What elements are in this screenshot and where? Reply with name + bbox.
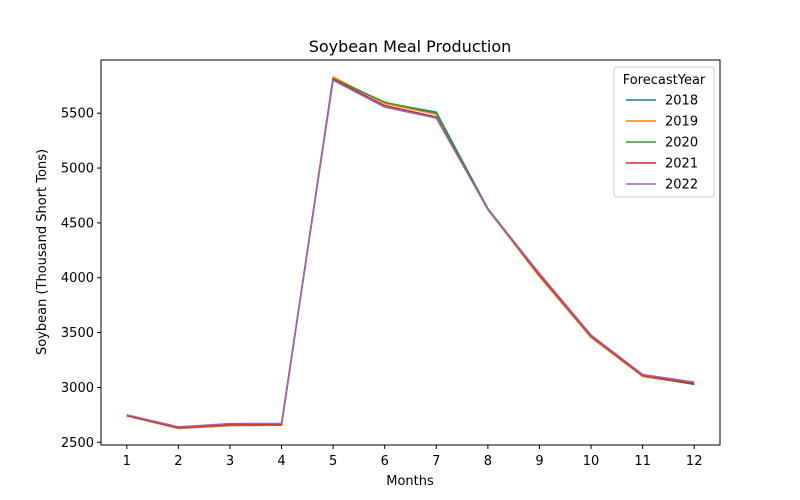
legend: ForecastYear 2018 2019 2020 2021 2022 [613,66,715,198]
x-tick-label: 5 [329,454,337,469]
series-line-2020 [126,77,695,428]
series-line-2018 [126,77,695,429]
x-axis: 1 2 3 4 5 6 7 8 9 10 11 12 [123,445,703,469]
x-tick-label: 12 [686,454,703,469]
y-tick-label: 4500 [61,216,94,231]
y-tick-label: 3000 [61,381,94,396]
x-tick-label: 6 [381,454,389,469]
x-tick-label: 3 [226,454,234,469]
x-tick-label: 4 [277,454,285,469]
x-tick-label: 9 [535,454,543,469]
legend-label-2018: 2018 [665,94,698,109]
plot-area [126,76,695,430]
y-tick-label: 4000 [61,271,94,286]
x-tick-label: 10 [583,454,600,469]
y-tick-label: 2500 [61,436,94,451]
plot-frame [100,59,721,446]
y-axis-label: Soybean (Thousand Short Tons) [35,149,50,355]
legend-label-2019: 2019 [665,115,698,130]
series-line-2022 [126,79,695,428]
series-line-2019 [126,76,695,430]
y-tick-label: 3500 [61,326,94,341]
x-tick-label: 7 [432,454,440,469]
y-axis: 2500 3000 3500 4000 4500 5000 5500 [61,107,101,451]
x-tick-label: 1 [123,454,131,469]
legend-label-2022: 2022 [665,178,698,193]
x-axis-label: Months [386,474,434,489]
series-line-2021 [126,78,695,429]
y-tick-label: 5500 [61,107,94,122]
x-tick-label: 2 [174,454,182,469]
legend-label-2021: 2021 [665,157,698,172]
x-tick-label: 8 [484,454,492,469]
legend-title: ForecastYear [623,73,706,88]
y-tick-label: 5000 [61,162,94,177]
legend-label-2020: 2020 [665,136,698,151]
x-tick-label: 11 [634,454,651,469]
chart-title: Soybean Meal Production [309,37,512,56]
